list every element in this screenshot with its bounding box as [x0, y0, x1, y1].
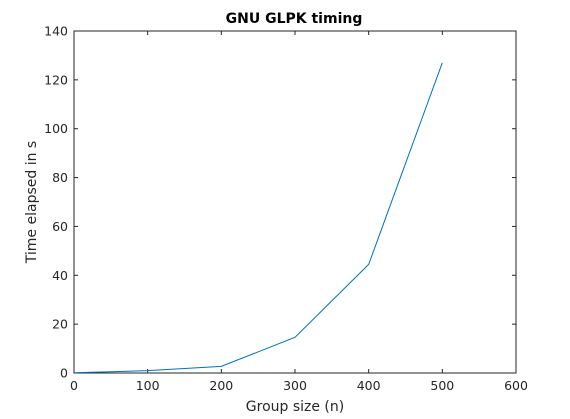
y-tick-label: 40 [52, 268, 68, 283]
x-axis-label: Group size (n) [246, 399, 344, 415]
y-tick-label: 140 [44, 24, 68, 39]
x-tick-label: 600 [504, 378, 528, 393]
x-axis: 0 100 200 300 400 500 600 [70, 31, 528, 393]
plot-area [73, 30, 517, 374]
x-tick-label: 300 [283, 378, 307, 393]
x-tick-label: 200 [209, 378, 233, 393]
x-tick-label: 0 [70, 378, 78, 393]
x-tick-label: 100 [136, 378, 160, 393]
y-tick-label: 60 [52, 219, 68, 234]
y-tick-label: 20 [52, 317, 68, 332]
x-tick-label: 500 [430, 378, 454, 393]
y-tick-label: 100 [44, 121, 68, 136]
y-tick-label: 0 [60, 366, 68, 381]
y-tick-label: 80 [52, 170, 68, 185]
y-tick-label: 120 [44, 72, 68, 87]
y-axis: 0 20 40 60 80 100 120 140 [44, 24, 516, 381]
chart-title: GNU GLPK timing [226, 11, 363, 27]
series-line [75, 62, 443, 374]
y-axis-label: Time elapsed in s [24, 141, 40, 264]
x-tick-label: 400 [357, 378, 381, 393]
